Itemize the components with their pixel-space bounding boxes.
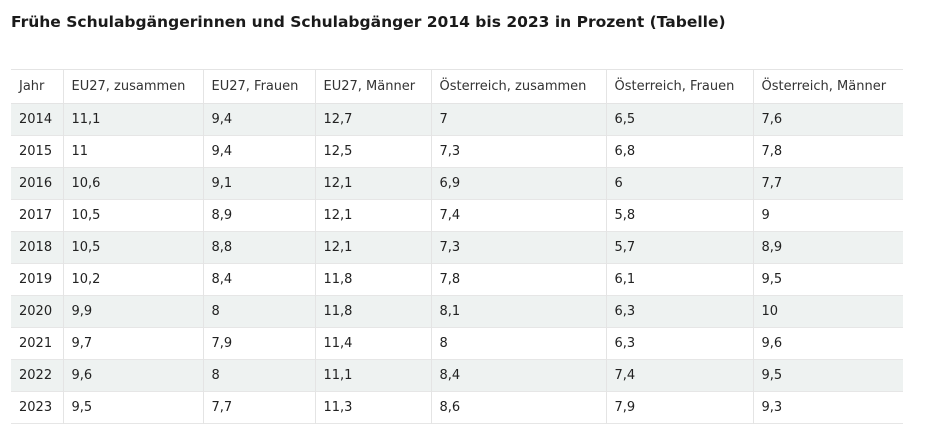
cell-oesterreich-zusammen: 7 [430, 103, 606, 136]
cell-eu27-zusammen: 10,5 [62, 231, 203, 264]
cell-jahr: 2019 [19, 272, 53, 287]
table-row: 2016 10,6 9,1 12,1 6,9 6 7,7 [11, 167, 903, 200]
column-header-jahr[interactable]: Jahr [19, 79, 45, 94]
cell-oesterreich-zusammen: 8,4 [430, 359, 606, 392]
cell-oesterreich-frauen: 7,4 [605, 359, 753, 392]
cell-eu27-maenner: 11,1 [314, 359, 431, 392]
cell-eu27-zusammen: 9,5 [62, 391, 203, 424]
cell-eu27-maenner: 12,1 [314, 231, 431, 264]
cell-oesterreich-zusammen: 8,6 [430, 391, 606, 424]
table-row: 2021 9,7 7,9 11,4 8 6,3 9,6 [11, 327, 903, 360]
table-row: 2023 9,5 7,7 11,3 8,6 7,9 9,3 [11, 391, 903, 424]
cell-eu27-zusammen: 10,5 [62, 199, 203, 232]
table-body: 2014 11,1 9,4 12,7 7 6,5 7,6 2015 11 9,4 12,5 7,3 6,… [11, 103, 903, 424]
cell-oesterreich-frauen: 6,3 [605, 327, 753, 360]
table-row: 2015 11 9,4 12,5 7,3 6,8 7,8 [11, 135, 903, 168]
cell-oesterreich-frauen: 6,3 [605, 295, 753, 328]
cell-oesterreich-zusammen: 7,4 [430, 199, 606, 232]
cell-oesterreich-maenner: 10 [752, 295, 903, 328]
cell-eu27-frauen: 7,9 [202, 327, 315, 360]
cell-jahr: 2018 [19, 240, 53, 255]
cell-eu27-frauen: 8 [202, 359, 315, 392]
cell-eu27-frauen: 9,4 [202, 103, 315, 136]
cell-oesterreich-maenner: 9,5 [752, 359, 903, 392]
cell-jahr: 2015 [19, 144, 53, 159]
cell-eu27-zusammen: 10,2 [62, 263, 203, 296]
cell-eu27-frauen: 9,1 [202, 167, 315, 200]
cell-jahr: 2020 [19, 304, 53, 319]
table-row: 2018 10,5 8,8 12,1 7,3 5,7 8,9 [11, 231, 903, 264]
cell-oesterreich-maenner: 9 [752, 199, 903, 232]
cell-oesterreich-maenner: 7,6 [752, 103, 903, 136]
cell-oesterreich-maenner: 8,9 [752, 231, 903, 264]
cell-jahr: 2022 [19, 368, 53, 383]
cell-jahr: 2017 [19, 208, 53, 223]
column-header-oesterreich-maenner[interactable]: Österreich, Männer [752, 69, 903, 104]
cell-oesterreich-frauen: 5,7 [605, 231, 753, 264]
cell-eu27-maenner: 11,8 [314, 263, 431, 296]
cell-eu27-zusammen: 9,6 [62, 359, 203, 392]
column-header-oesterreich-frauen[interactable]: Österreich, Frauen [605, 69, 753, 104]
page-title: Frühe Schulabgängerinnen und Schulabgäng… [11, 13, 726, 31]
cell-oesterreich-zusammen: 8,1 [430, 295, 606, 328]
cell-eu27-frauen: 9,4 [202, 135, 315, 168]
cell-jahr: 2016 [19, 176, 53, 191]
cell-oesterreich-zusammen: 7,3 [430, 231, 606, 264]
cell-jahr: 2023 [19, 400, 53, 415]
cell-eu27-zusammen: 11 [62, 135, 203, 168]
cell-oesterreich-frauen: 6,5 [605, 103, 753, 136]
cell-eu27-zusammen: 9,7 [62, 327, 203, 360]
cell-oesterreich-maenner: 9,5 [752, 263, 903, 296]
cell-oesterreich-frauen: 6,1 [605, 263, 753, 296]
cell-eu27-maenner: 11,3 [314, 391, 431, 424]
cell-eu27-zusammen: 11,1 [62, 103, 203, 136]
table-header-row: Jahr EU27, zusammen EU27, Frauen EU27, M… [11, 69, 903, 104]
cell-oesterreich-frauen: 5,8 [605, 199, 753, 232]
cell-eu27-frauen: 8,9 [202, 199, 315, 232]
cell-oesterreich-maenner: 9,6 [752, 327, 903, 360]
cell-eu27-maenner: 12,7 [314, 103, 431, 136]
table-row: 2014 11,1 9,4 12,7 7 6,5 7,6 [11, 103, 903, 136]
data-table: Jahr EU27, zusammen EU27, Frauen EU27, M… [11, 69, 903, 424]
table-row: 2017 10,5 8,9 12,1 7,4 5,8 9 [11, 199, 903, 232]
cell-eu27-zusammen: 10,6 [62, 167, 203, 200]
cell-oesterreich-frauen: 6 [605, 167, 753, 200]
cell-eu27-frauen: 8,4 [202, 263, 315, 296]
cell-eu27-frauen: 8 [202, 295, 315, 328]
cell-oesterreich-zusammen: 8 [430, 327, 606, 360]
cell-oesterreich-zusammen: 7,8 [430, 263, 606, 296]
cell-jahr: 2014 [19, 112, 53, 127]
cell-eu27-frauen: 7,7 [202, 391, 315, 424]
table-row: 2020 9,9 8 11,8 8,1 6,3 10 [11, 295, 903, 328]
cell-eu27-frauen: 8,8 [202, 231, 315, 264]
column-header-eu27-maenner[interactable]: EU27, Männer [314, 69, 431, 104]
cell-oesterreich-maenner: 9,3 [752, 391, 903, 424]
cell-eu27-zusammen: 9,9 [62, 295, 203, 328]
cell-eu27-maenner: 12,1 [314, 167, 431, 200]
cell-eu27-maenner: 12,1 [314, 199, 431, 232]
column-header-eu27-zusammen[interactable]: EU27, zusammen [62, 69, 203, 104]
table-row: 2022 9,6 8 11,1 8,4 7,4 9,5 [11, 359, 903, 392]
cell-oesterreich-frauen: 7,9 [605, 391, 753, 424]
column-header-eu27-frauen[interactable]: EU27, Frauen [202, 69, 315, 104]
cell-eu27-maenner: 11,4 [314, 327, 431, 360]
cell-oesterreich-maenner: 7,7 [752, 167, 903, 200]
column-header-oesterreich-zusammen[interactable]: Österreich, zusammen [430, 69, 606, 104]
cell-oesterreich-zusammen: 6,9 [430, 167, 606, 200]
cell-eu27-maenner: 11,8 [314, 295, 431, 328]
cell-oesterreich-zusammen: 7,3 [430, 135, 606, 168]
cell-jahr: 2021 [19, 336, 53, 351]
cell-oesterreich-frauen: 6,8 [605, 135, 753, 168]
cell-eu27-maenner: 12,5 [314, 135, 431, 168]
table-row: 2019 10,2 8,4 11,8 7,8 6,1 9,5 [11, 263, 903, 296]
cell-oesterreich-maenner: 7,8 [752, 135, 903, 168]
